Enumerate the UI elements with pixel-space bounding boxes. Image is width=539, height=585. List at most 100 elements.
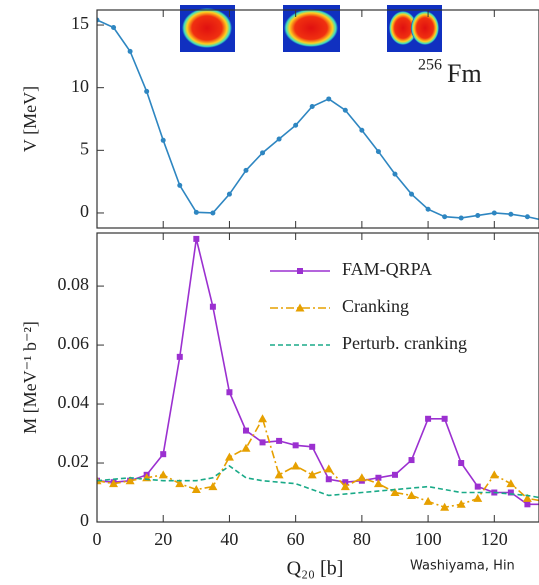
point (442, 214, 448, 220)
point (209, 303, 216, 310)
point (274, 470, 284, 479)
point (109, 479, 119, 488)
point (342, 107, 348, 113)
point (408, 457, 415, 464)
density-blob (182, 8, 232, 48)
plot-area (97, 17, 539, 221)
density-blob (284, 9, 338, 47)
point (177, 182, 183, 188)
x-tick-label: 0 (93, 529, 102, 549)
credit: Washiyama, Hin (410, 559, 515, 574)
y-tick-label: 10 (71, 76, 89, 96)
legend-marker (295, 303, 305, 312)
point (458, 460, 465, 467)
point (357, 473, 367, 482)
point (440, 502, 450, 511)
point (359, 127, 365, 133)
y-tick-label: 0.06 (58, 333, 90, 353)
point (260, 150, 266, 156)
density-blob (389, 11, 417, 45)
point (276, 437, 283, 444)
point (507, 489, 514, 496)
point (423, 496, 433, 505)
point (309, 443, 316, 450)
point (224, 452, 234, 461)
point (191, 485, 201, 494)
point (425, 206, 431, 212)
x-tick-label: 80 (353, 529, 371, 549)
point (175, 479, 185, 488)
point (226, 191, 232, 197)
annotation: 256 (418, 57, 442, 74)
point (491, 210, 497, 216)
density-images (180, 5, 442, 52)
point (324, 464, 334, 473)
point (160, 137, 166, 143)
series-line (97, 238, 539, 506)
point (425, 415, 432, 422)
point (210, 210, 216, 216)
point (127, 48, 133, 54)
legend-label: Cranking (342, 296, 409, 316)
point (97, 17, 100, 23)
x-tick-label: 20 (154, 529, 172, 549)
point (243, 167, 249, 173)
point (373, 479, 383, 488)
y-tick-label: 0.08 (58, 274, 90, 294)
density-blob (411, 11, 439, 45)
y-tick-label: 15 (71, 13, 89, 33)
point (473, 493, 483, 502)
point (458, 215, 464, 221)
point (176, 353, 183, 360)
point (475, 212, 481, 218)
series-line (97, 464, 539, 499)
point (160, 451, 167, 458)
point (241, 443, 251, 452)
point (293, 122, 299, 128)
point (456, 499, 466, 508)
point (508, 211, 514, 217)
legend-label: FAM-QRPA (342, 259, 432, 279)
plot-frame (96, 9, 539, 229)
point (158, 470, 168, 479)
point (392, 171, 398, 177)
point (524, 214, 530, 220)
point (407, 490, 417, 499)
point (340, 482, 350, 491)
point (258, 414, 268, 423)
series-line (97, 19, 539, 221)
point (307, 470, 317, 479)
point (506, 479, 516, 488)
plot-frame (96, 232, 539, 523)
x-tick-label: 120 (481, 529, 508, 549)
point (125, 476, 135, 485)
point (474, 483, 481, 490)
point (111, 25, 117, 31)
point (391, 471, 398, 478)
point (97, 476, 102, 485)
point (489, 470, 499, 479)
point (309, 103, 315, 109)
y-axis-label: V [MeV] (20, 86, 40, 152)
point (390, 488, 400, 497)
point (193, 209, 199, 215)
point (291, 461, 301, 470)
point (242, 427, 249, 434)
x-tick-label: 40 (220, 529, 238, 549)
plot-area (97, 235, 539, 511)
y-tick-label: 0.02 (58, 451, 90, 471)
point (409, 191, 415, 197)
y-tick-label: 0 (80, 201, 89, 221)
x-tick-label: 100 (415, 529, 442, 549)
point (208, 482, 218, 491)
point (375, 149, 381, 155)
y-tick-label: 0 (80, 510, 89, 530)
y-axis-label: M [MeV⁻¹ b⁻²] (20, 321, 40, 434)
x-tick-label: 60 (287, 529, 305, 549)
point (325, 476, 332, 483)
series-line (97, 416, 539, 509)
legend-marker (297, 268, 303, 274)
point (226, 389, 233, 396)
point (375, 474, 382, 481)
